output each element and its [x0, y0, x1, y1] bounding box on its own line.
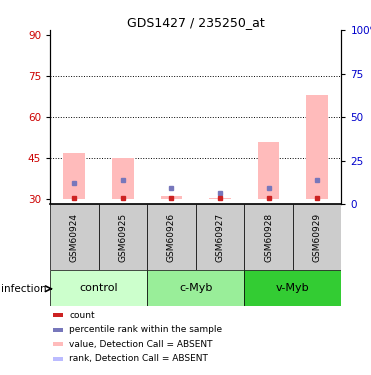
Bar: [112, 158, 134, 199]
Text: GSM60926: GSM60926: [167, 213, 176, 262]
Text: infection: infection: [1, 284, 46, 294]
Bar: [196, 204, 244, 270]
Text: GSM60924: GSM60924: [70, 213, 79, 262]
Text: GSM60927: GSM60927: [216, 213, 224, 262]
Text: count: count: [69, 311, 95, 320]
Bar: [53, 357, 63, 361]
Text: GSM60929: GSM60929: [312, 213, 322, 262]
Text: control: control: [79, 283, 118, 293]
Text: GSM60928: GSM60928: [264, 213, 273, 262]
Text: value, Detection Call = ABSENT: value, Detection Call = ABSENT: [69, 340, 213, 349]
Text: percentile rank within the sample: percentile rank within the sample: [69, 325, 223, 334]
Bar: [147, 270, 244, 306]
Bar: [306, 95, 328, 199]
Bar: [161, 196, 183, 199]
Bar: [63, 153, 85, 199]
Bar: [50, 270, 147, 306]
Bar: [50, 204, 99, 270]
Bar: [244, 204, 293, 270]
Bar: [53, 342, 63, 346]
Bar: [257, 142, 279, 199]
Title: GDS1427 / 235250_at: GDS1427 / 235250_at: [127, 16, 265, 29]
Text: rank, Detection Call = ABSENT: rank, Detection Call = ABSENT: [69, 354, 208, 363]
Bar: [244, 270, 341, 306]
Bar: [147, 204, 196, 270]
Bar: [293, 204, 341, 270]
Text: v-Myb: v-Myb: [276, 283, 309, 293]
Bar: [53, 328, 63, 332]
Text: c-Myb: c-Myb: [179, 283, 212, 293]
Bar: [209, 198, 231, 199]
Bar: [99, 204, 147, 270]
Text: GSM60925: GSM60925: [118, 213, 127, 262]
Bar: [53, 314, 63, 317]
